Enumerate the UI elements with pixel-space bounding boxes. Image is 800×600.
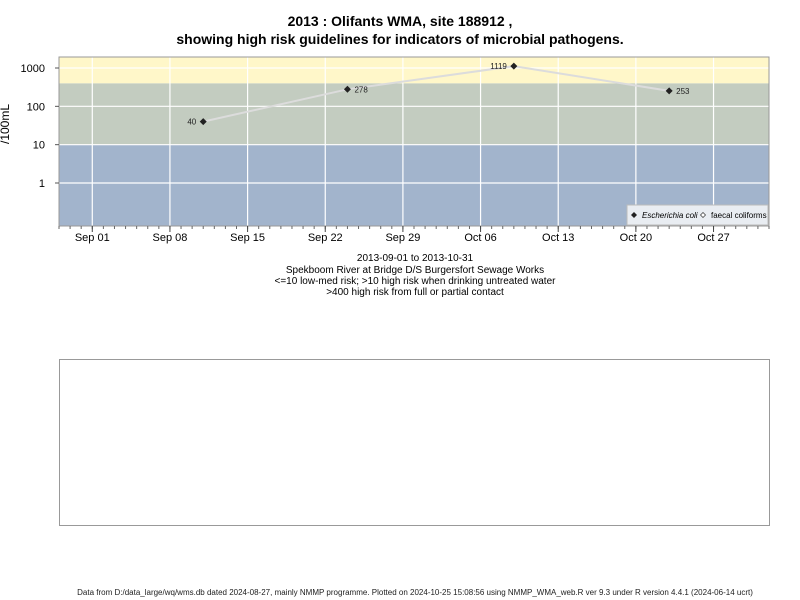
data-label: 40 — [187, 118, 196, 127]
y-tick-label: 100 — [27, 101, 45, 113]
site-caption: Spekboom River at Bridge D/S Burgersfort… — [285, 265, 545, 276]
y-axis-label: /100mL — [0, 103, 12, 144]
x-tick-label: Oct 20 — [620, 232, 652, 244]
x-tick-label: Sep 08 — [153, 232, 188, 244]
x-tick-label: Sep 15 — [230, 232, 265, 244]
chart-plot: 1 10 100 1000 Sep 01 Sep 08 Sep 15 Sep 22 Sep 29… — [21, 56, 770, 244]
chart-title: 2013 : Olifants WMA, site 188912 , — [287, 13, 513, 29]
data-point — [343, 85, 351, 93]
data-label: 1119 — [490, 62, 507, 71]
data-label: 278 — [354, 85, 368, 94]
x-tick-label: Oct 27 — [697, 232, 729, 244]
legend-label-faecal: faecal coliforms — [711, 211, 767, 220]
x-tick-label: Sep 22 — [308, 232, 343, 244]
footer-note: Data from D:/data_large/wq/wms.db dated … — [77, 588, 753, 597]
y-tick-label: 1000 — [21, 63, 45, 75]
data-label: 253 — [676, 87, 690, 96]
chart-subtitle: showing high risk guidelines for indicat… — [176, 31, 624, 47]
x-tick-label: Sep 29 — [385, 232, 420, 244]
guideline-caption-2: >400 high risk from full or partial cont… — [326, 287, 504, 298]
guideline-caption-1: <=10 low-med risk; >10 high risk when dr… — [274, 276, 556, 287]
x-tick-label: Sep 01 — [75, 232, 110, 244]
date-range-caption: 2013-09-01 to 2013-10-31 — [356, 253, 474, 264]
legend-marker-ecoli — [631, 212, 637, 218]
risk-band-2 — [59, 57, 769, 84]
series-line — [203, 65, 670, 123]
y-tick-label: 1 — [39, 178, 45, 190]
data-point — [510, 62, 518, 70]
data-point — [665, 87, 673, 95]
legend-label-ecoli: Escherichia coli — [642, 211, 698, 220]
risk-band-1 — [59, 83, 769, 145]
y-tick-label: 10 — [33, 140, 45, 152]
data-point — [199, 118, 207, 126]
x-tick-label: Oct 06 — [464, 232, 496, 244]
empty-panel — [59, 359, 770, 526]
legend-marker-faecal — [700, 212, 706, 218]
legend-box — [626, 204, 769, 226]
x-tick-label: Oct 13 — [542, 232, 574, 244]
